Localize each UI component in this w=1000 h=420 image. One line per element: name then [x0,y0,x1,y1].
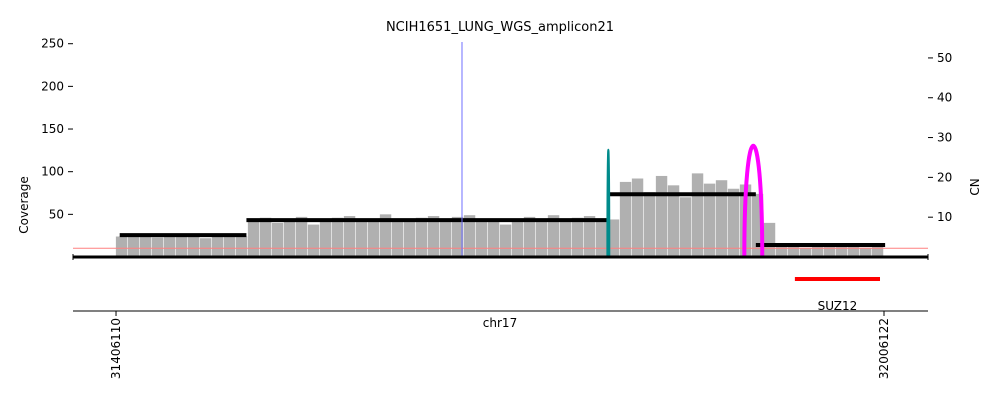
breakpoint-arc [606,149,611,258]
coverage-bar [823,245,836,257]
coverage-bar [655,175,668,257]
y-tick-label: 100 [41,165,64,179]
y2-tick-label: 40 [937,91,952,105]
chart-title: NCIH1651_LUNG_WGS_amplicon21 [386,20,614,35]
coverage-bar [271,222,284,257]
coverage-bar [499,224,512,257]
coverage-bar [595,218,608,257]
coverage-bar [175,236,188,257]
coverage-bar [139,235,152,257]
coverage-bar [415,217,428,257]
coverage-bar [703,183,716,257]
breakpoint-arc [742,143,765,258]
coverage-bar [631,178,644,257]
coverage-bar [847,245,860,257]
coverage-bar [343,216,356,257]
y-tick-label: 250 [41,37,64,51]
y2-tick-label: 20 [937,170,952,184]
coverage-bar [859,247,872,257]
coverage-bar [367,218,380,257]
coverage-bar [715,180,728,257]
coverage-bar [163,235,176,257]
y-axis-label: Coverage [17,176,31,234]
coverage-bar [355,221,368,257]
coverage-bar [871,246,884,257]
x-tick-label: 31406110 [109,318,123,379]
coverage-bar [403,222,416,257]
coverage-bar [127,234,140,257]
y2-tick-label: 50 [937,51,952,65]
coverage-bar [319,219,332,257]
coverage-bar [211,235,224,257]
coverage-bar [427,216,440,257]
coverage-bar [295,216,308,257]
y-tick-label: 50 [49,207,64,221]
coverage-bar [331,217,344,257]
coverage-bar [115,236,128,257]
coverage-bar [679,197,692,257]
gene-label: SUZ12 [818,299,858,313]
coverage-bar [247,219,260,257]
coverage-bar [691,173,704,257]
y-tick-label: 200 [41,79,64,93]
coverage-bar [391,219,404,257]
coverage-bar [643,192,656,257]
coverage-bar [511,219,524,257]
coverage-bar [559,220,572,257]
coverage-bar [535,218,548,257]
coverage-bar [379,214,392,257]
coverage-bar [607,219,620,257]
x-axis-label: chr17 [483,316,517,330]
coverage-bar [439,220,452,257]
coverage-bar [811,246,824,257]
coverage-bar [523,216,536,257]
y2-tick-label: 30 [937,131,952,145]
coverage-bar [583,216,596,257]
coverage-bar [283,218,296,257]
coverage-bar [667,185,680,257]
coverage-bar [463,215,476,257]
coverage-bar [223,233,236,257]
x-tick-label: 32006122 [877,318,891,379]
coverage-bar [835,246,848,257]
y2-axis-label: CN [968,178,982,195]
coverage-bar [775,246,788,257]
coverage-bar [451,216,464,257]
coverage-bar [619,181,632,257]
y2-tick-label: 10 [937,210,952,224]
coverage-bar [799,247,812,257]
coverage-bar [547,215,560,257]
coverage-bar [727,188,740,257]
coverage-bar [151,237,164,257]
coverage-bar [475,218,488,257]
coverage-bar [199,238,212,257]
coverage-bar [235,236,248,257]
coverage-bar [487,221,500,257]
coverage-bar [187,234,200,257]
coverage-bar [763,222,776,257]
coverage-bar [307,224,320,257]
coverage-bar [259,217,272,257]
coverage-bar [787,245,800,257]
coverage-bar [571,217,584,257]
y-tick-label: 150 [41,122,64,136]
coverage-bar [751,193,764,257]
